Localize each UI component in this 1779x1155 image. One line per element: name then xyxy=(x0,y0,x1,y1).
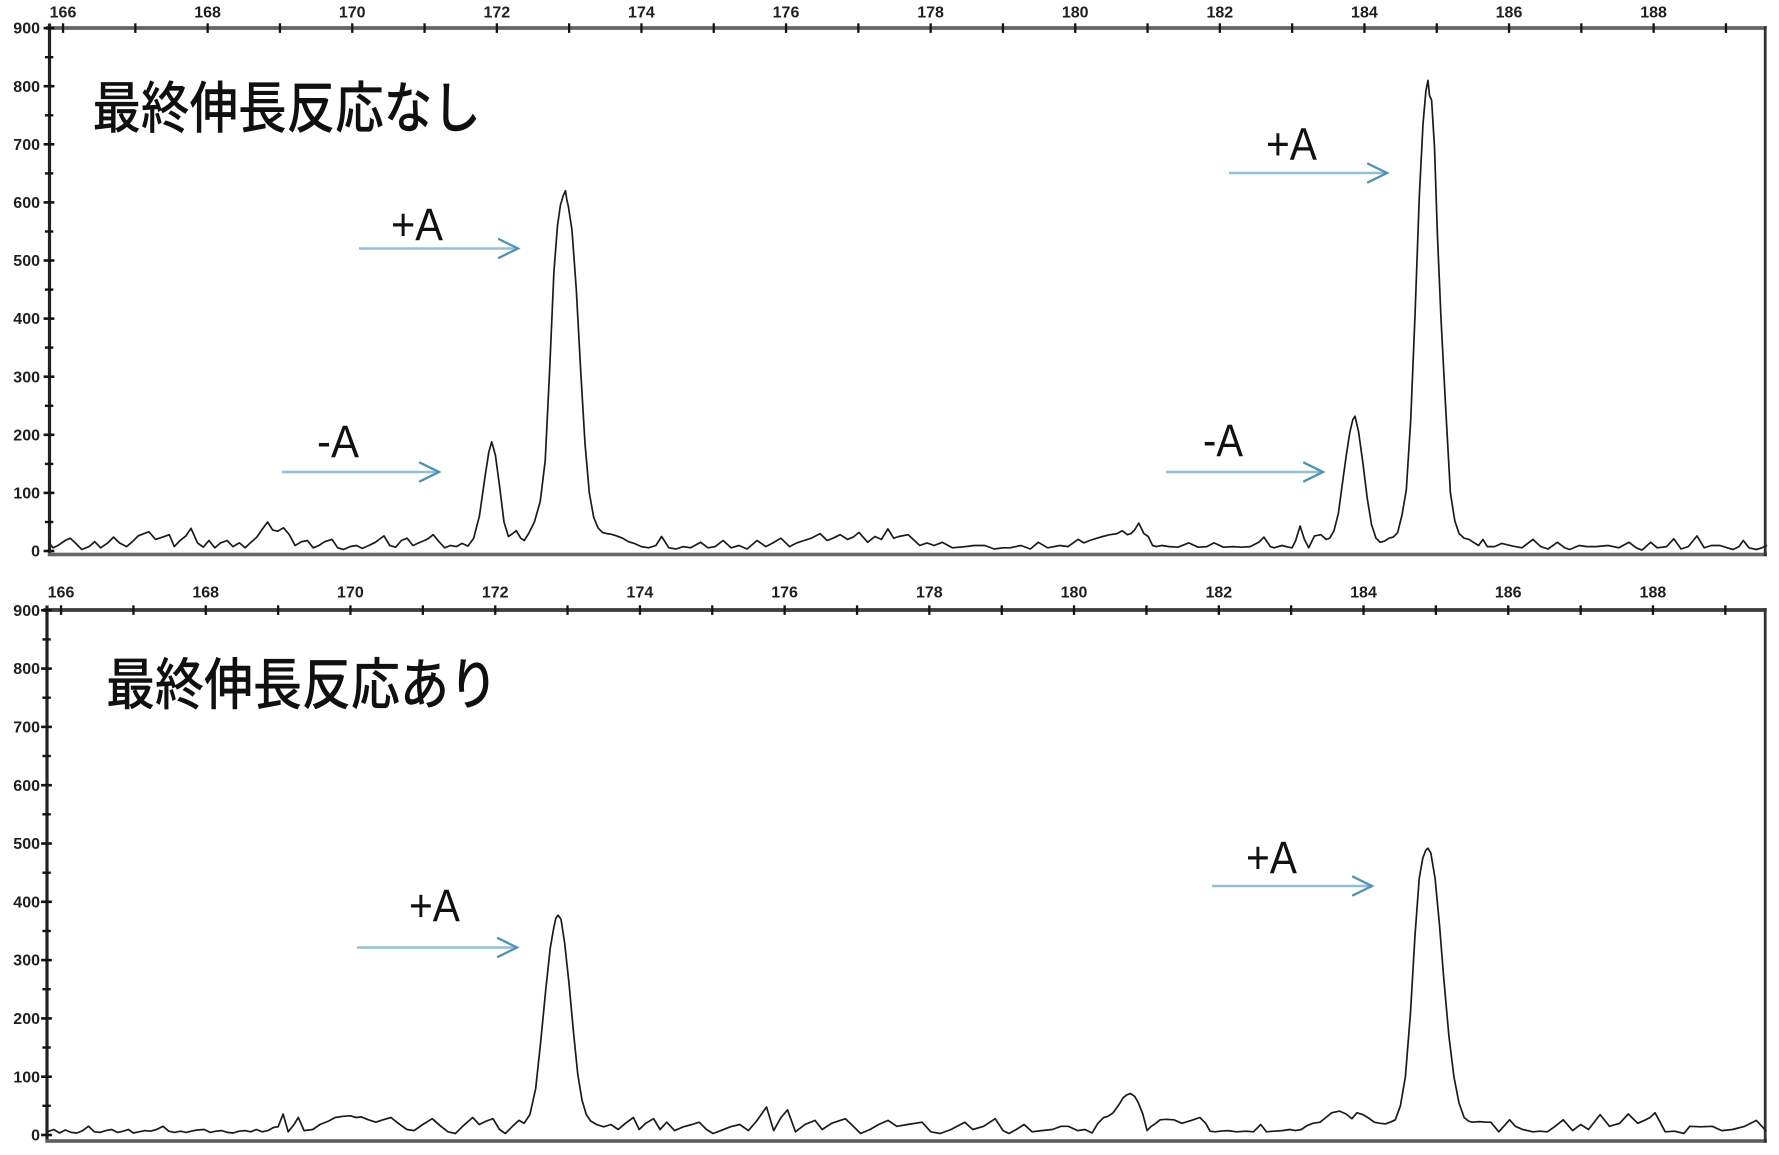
svg-text:170: 170 xyxy=(339,5,366,22)
svg-text:500: 500 xyxy=(13,836,40,853)
svg-text:+A: +A xyxy=(409,880,460,931)
svg-text:800: 800 xyxy=(13,79,40,96)
svg-text:174: 174 xyxy=(628,5,655,22)
svg-text:200: 200 xyxy=(13,427,40,444)
svg-text:100: 100 xyxy=(13,486,40,503)
svg-text:178: 178 xyxy=(916,585,943,602)
svg-text:-A: -A xyxy=(317,416,359,467)
svg-text:+A: +A xyxy=(1246,832,1297,883)
svg-text:178: 178 xyxy=(917,5,944,22)
svg-text:168: 168 xyxy=(194,5,221,22)
svg-text:166: 166 xyxy=(50,5,77,22)
svg-text:0: 0 xyxy=(31,544,40,561)
svg-text:700: 700 xyxy=(13,137,40,154)
svg-text:200: 200 xyxy=(13,1011,40,1028)
svg-text:176: 176 xyxy=(771,585,798,602)
svg-text:182: 182 xyxy=(1206,5,1233,22)
svg-text:500: 500 xyxy=(13,253,40,270)
svg-text:+A: +A xyxy=(1266,119,1317,170)
svg-text:+A: +A xyxy=(391,199,443,250)
svg-text:188: 188 xyxy=(1640,5,1667,22)
svg-text:180: 180 xyxy=(1061,585,1088,602)
svg-text:100: 100 xyxy=(13,1069,40,1086)
svg-text:400: 400 xyxy=(13,894,40,911)
svg-text:166: 166 xyxy=(48,585,75,602)
svg-text:300: 300 xyxy=(13,953,40,970)
svg-text:182: 182 xyxy=(1205,585,1232,602)
svg-text:600: 600 xyxy=(13,778,40,795)
svg-text:400: 400 xyxy=(13,311,40,328)
svg-text:180: 180 xyxy=(1062,5,1089,22)
svg-text:168: 168 xyxy=(192,585,219,602)
svg-text:172: 172 xyxy=(483,5,510,22)
svg-text:300: 300 xyxy=(13,369,40,386)
svg-text:186: 186 xyxy=(1496,5,1523,22)
svg-text:172: 172 xyxy=(482,585,509,602)
svg-text:900: 900 xyxy=(13,21,40,38)
svg-text:170: 170 xyxy=(337,585,364,602)
svg-text:800: 800 xyxy=(13,661,40,678)
svg-text:184: 184 xyxy=(1351,5,1378,22)
svg-text:184: 184 xyxy=(1350,585,1377,602)
svg-text:-A: -A xyxy=(1203,415,1243,466)
svg-text:900: 900 xyxy=(13,603,40,620)
svg-text:0: 0 xyxy=(31,1128,40,1145)
svg-text:188: 188 xyxy=(1640,585,1667,602)
svg-text:186: 186 xyxy=(1495,585,1522,602)
svg-text:174: 174 xyxy=(627,585,654,602)
svg-text:600: 600 xyxy=(13,195,40,212)
svg-text:176: 176 xyxy=(773,5,800,22)
svg-text:700: 700 xyxy=(13,720,40,737)
